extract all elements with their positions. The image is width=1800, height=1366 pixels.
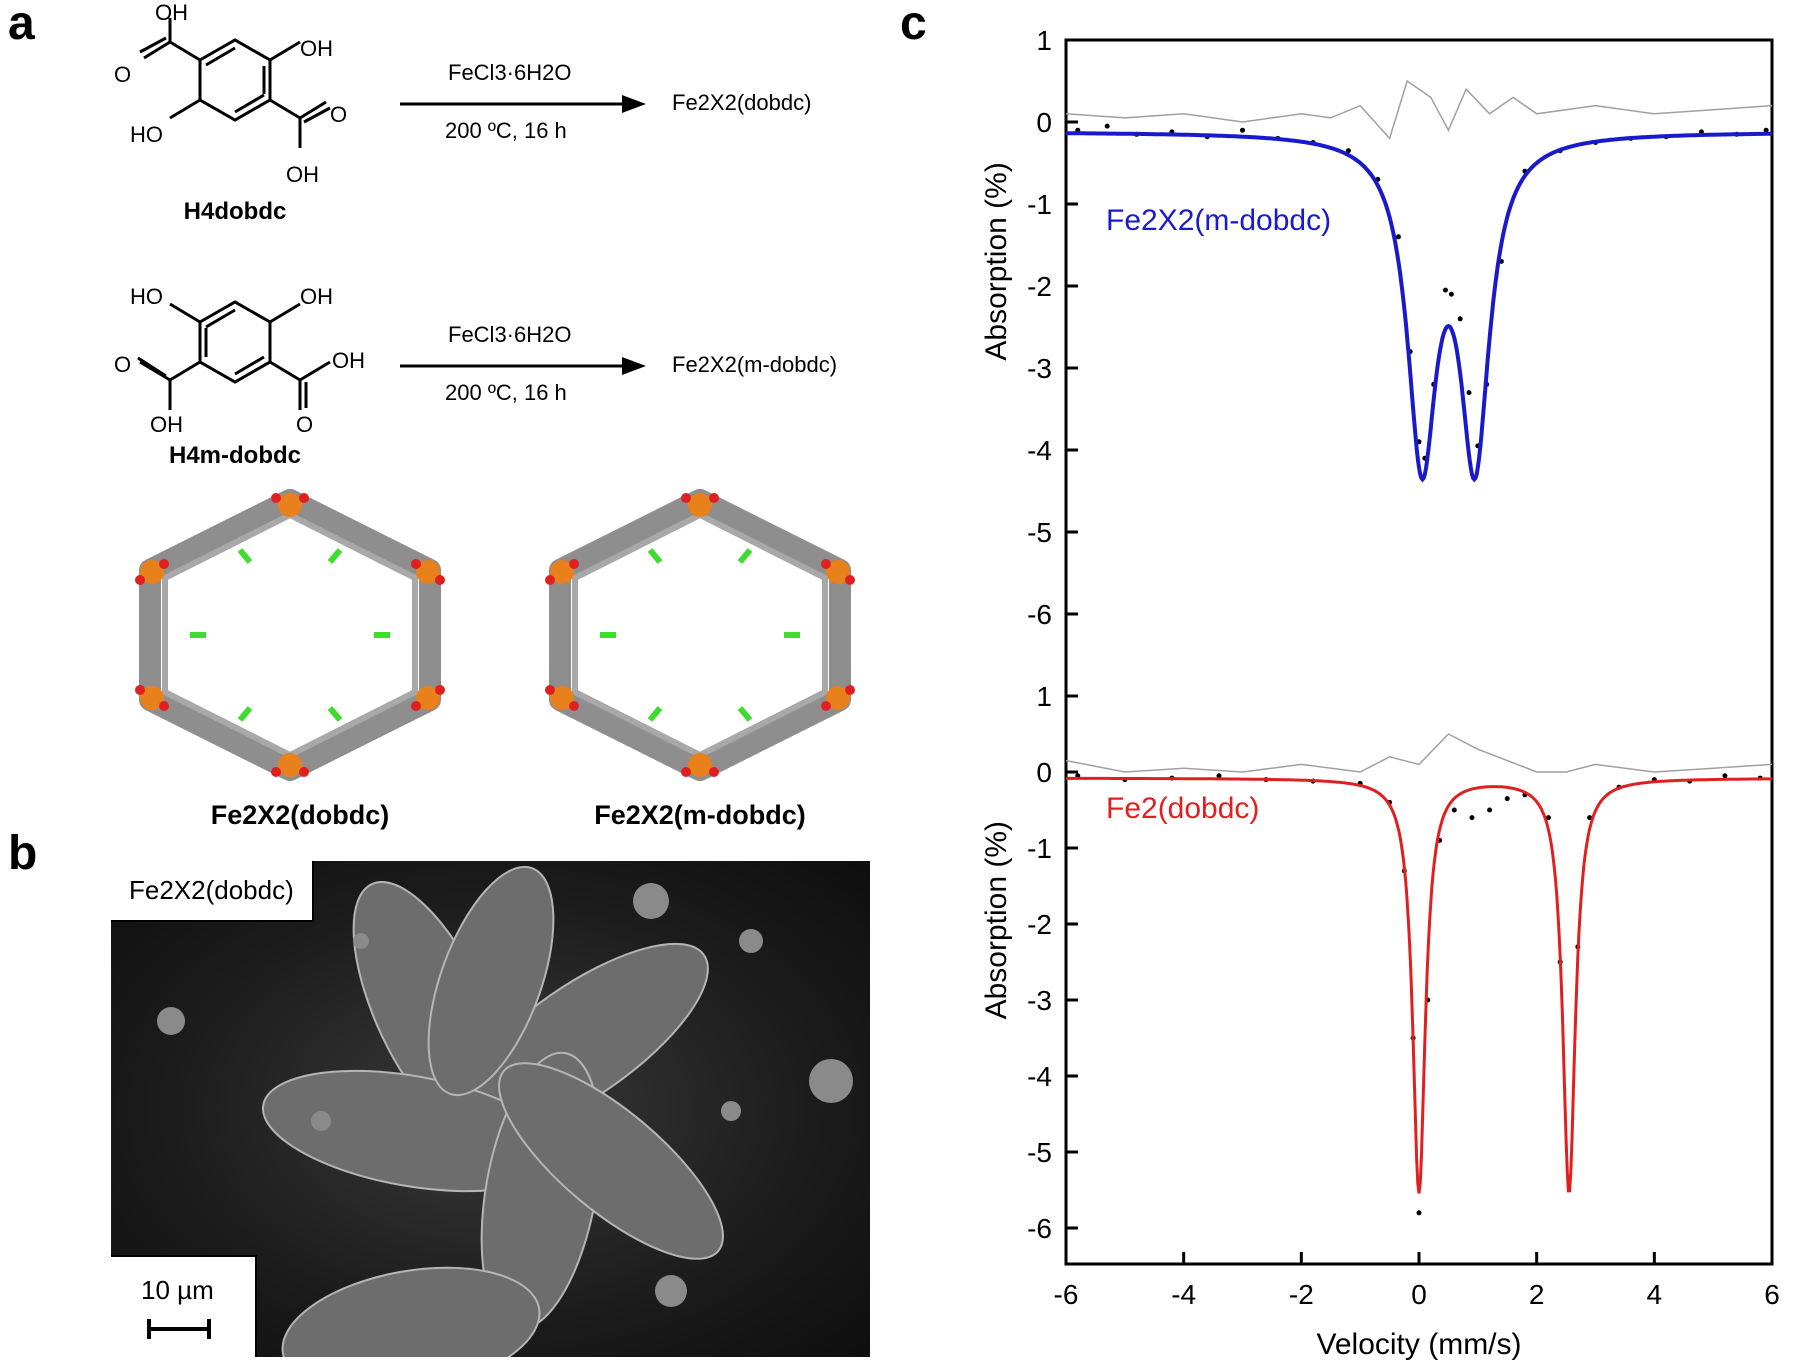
data-point [1451, 807, 1457, 813]
y-tick-label: -6 [1027, 1213, 1052, 1244]
ligand-label-dobdc: H4dobdc [183, 198, 287, 225]
ligand-structure-m-dobdc: HO OH O OH OH O [114, 284, 365, 437]
scale-bar-box: 10 µm [111, 1255, 257, 1357]
y-axis-label: Absorption (%) [980, 821, 1013, 1019]
panel-label-b: b [8, 827, 38, 880]
reagent-2: FeCl3·6H2O [448, 322, 572, 347]
y-tick-label: -4 [1027, 435, 1052, 466]
y-tick-label: -2 [1027, 909, 1052, 940]
atom-oh-label: OH [155, 0, 188, 25]
series-annotation: Fe2(dobdc) [1106, 792, 1259, 825]
product-2: Fe2X2(m-dobdc) [672, 352, 838, 377]
x-tick-label: 2 [1529, 1279, 1545, 1310]
atom-oh-label: OH [332, 348, 365, 373]
x-tick-label: 4 [1647, 1279, 1663, 1310]
atom-oh-label: OH [300, 284, 333, 309]
y-axis-label: Absorption (%) [980, 162, 1013, 360]
scale-bar [147, 1319, 211, 1339]
atom-o-label: O [296, 412, 313, 437]
ligand-structure-dobdc: OH O OH HO O OH [114, 0, 347, 187]
sem-micrograph: Fe2X2(dobdc) 10 µm [111, 861, 870, 1357]
pore-label-dobdc: Fe2X2(dobdc) [210, 800, 390, 830]
conditions-2: 200 ºC, 16 h [445, 380, 567, 405]
fit-line [1066, 776, 1772, 1194]
atom-o-label: O [114, 352, 131, 377]
conditions-1: 200 ºC, 16 h [445, 118, 567, 143]
y-tick-label: 0 [1036, 107, 1052, 138]
atom-ho-label: HO [130, 284, 163, 309]
data-point [1545, 815, 1551, 821]
reagent-1: FeCl3·6H2O [448, 60, 572, 85]
y-tick-label: -4 [1027, 1061, 1052, 1092]
ligand-label-m-dobdc: H4m-dobdc [169, 442, 301, 469]
y-tick-label: -1 [1027, 189, 1052, 220]
y-tick-label: 0 [1036, 757, 1052, 788]
atom-oh-label: OH [150, 412, 183, 437]
atom-ho-label: HO [130, 122, 163, 147]
y-tick-label: -1 [1027, 833, 1052, 864]
x-tick-label: -4 [1171, 1279, 1196, 1310]
data-point [1395, 234, 1401, 240]
scale-bar-text: 10 µm [141, 1275, 214, 1305]
reaction-arrow-2 [400, 357, 646, 375]
y-tick-label: -5 [1027, 1137, 1052, 1168]
sem-sample-label: Fe2X2(dobdc) [111, 861, 314, 922]
x-tick-label: 6 [1764, 1279, 1780, 1310]
panel-label-c: c [900, 0, 927, 50]
reaction-arrow-1 [400, 95, 646, 113]
product-1: Fe2X2(dobdc) [672, 90, 812, 115]
mossbauer-chart: 1 0 -1 -2 -3 -4 -5 -6 Absorption (%) Fe2X2(m-dobd… [980, 25, 1780, 1361]
data-point [1722, 773, 1728, 779]
data-point [1469, 815, 1475, 821]
data-point [1104, 123, 1110, 129]
x-tick-label: -2 [1289, 1279, 1314, 1310]
data-point [1448, 291, 1454, 297]
residual-line [1065, 79, 1773, 140]
sem-crystal-cluster [157, 865, 853, 1357]
data-point [1466, 390, 1472, 396]
pore-structure-dobdc [135, 489, 445, 781]
residual-line [1065, 733, 1773, 773]
data-point [1240, 127, 1245, 133]
data-point [1442, 287, 1448, 293]
pore-label-m-dobdc: Fe2X2(m-dobdc) [594, 800, 806, 830]
fit-line [1066, 131, 1772, 483]
y-tick-label: -3 [1027, 985, 1052, 1016]
y-tick-label: 1 [1036, 681, 1052, 712]
atom-oh-label: OH [286, 162, 319, 187]
series-annotation: Fe2X2(m-dobdc) [1106, 204, 1331, 237]
data-point [1763, 127, 1769, 133]
y-tick-label: 1 [1036, 25, 1052, 56]
y-tick-label: -3 [1027, 353, 1052, 384]
x-tick-label: -6 [1054, 1279, 1079, 1310]
data-point [1216, 773, 1222, 779]
data-point [1587, 815, 1593, 821]
data-point [1487, 807, 1493, 813]
atom-oh-label: OH [300, 36, 333, 61]
atom-o-label: O [114, 62, 131, 87]
data-point [1416, 1210, 1422, 1216]
y-tick-label: -6 [1027, 599, 1052, 630]
panel-label-a: a [8, 0, 35, 50]
y-tick-label: -5 [1027, 517, 1052, 548]
x-axis-label: Velocity (mm/s) [1316, 1328, 1521, 1361]
pore-structure-m-dobdc [545, 489, 855, 781]
data-point [1457, 316, 1463, 322]
y-tick-label: -2 [1027, 271, 1052, 302]
data-point [1345, 148, 1351, 154]
x-tick-label: 0 [1411, 1279, 1427, 1310]
data-point [1504, 796, 1510, 802]
atom-o-label: O [330, 102, 347, 127]
